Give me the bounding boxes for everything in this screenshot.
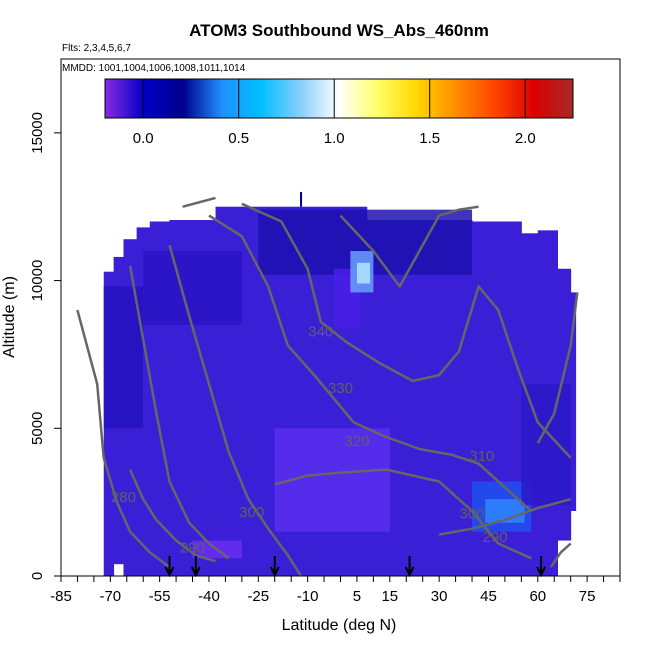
- x-tick-label: 45: [480, 588, 497, 605]
- x-tick-label: 15: [381, 588, 398, 605]
- x-tick-label: -70: [99, 588, 121, 605]
- contour-line: [168, 244, 303, 577]
- colorbar-ticks: 0.0 0.5 1.0 1.5 2.0: [133, 79, 536, 147]
- x-tick-label: 30: [431, 588, 448, 605]
- x-tick-label: -10: [297, 588, 319, 605]
- field-patch: [103, 286, 144, 429]
- contour-label: 290: [483, 529, 508, 546]
- x-axis: -85 -70 -55 -40 -25 -10 5 15 30 45 60 75: [50, 575, 621, 605]
- y-tick-label: 10000: [29, 260, 46, 302]
- contour-line: [128, 469, 216, 563]
- field-patch: [521, 383, 571, 506]
- contour-label: 280: [111, 489, 136, 506]
- field-patch: [143, 251, 242, 325]
- contour-line: [76, 309, 171, 569]
- contour-label: 290: [180, 539, 205, 556]
- x-tick-label: -40: [198, 588, 220, 605]
- dates-label: MMDD: 1001,1004,1006,1008,1011,1014: [62, 63, 246, 74]
- contour-line: [549, 542, 572, 568]
- x-tick-label: -25: [247, 588, 269, 605]
- x-axis-label: Latitude (deg N): [282, 617, 397, 634]
- contour-line: [128, 265, 230, 560]
- colorbar-tick-label: 1.5: [419, 130, 440, 147]
- field-column: [570, 292, 577, 512]
- contour-labels: 340 330 320 310 300 300 290 290 280: [111, 324, 508, 557]
- contour-label: 320: [344, 433, 369, 450]
- contour-line: [241, 202, 572, 459]
- x-tick-label: 5: [353, 588, 361, 605]
- y-axis-label: Altitude (m): [1, 276, 18, 358]
- contour-label: 330: [328, 380, 353, 397]
- y-tick-label: 15000: [29, 112, 46, 154]
- y-tick-label: 0: [29, 572, 46, 580]
- flights-label: Flts: 2,3,4,5,6,7: [62, 43, 131, 54]
- profile-arrow: [190, 556, 201, 578]
- contour-line: [274, 468, 532, 560]
- contour-line: [182, 196, 216, 208]
- profile-arrow: [404, 556, 415, 578]
- contour-label: 300: [460, 505, 485, 522]
- colorbar-tick-label: 0.5: [228, 130, 249, 147]
- profile-arrows: [164, 191, 546, 578]
- profile-arrow: [269, 556, 280, 578]
- colorbar-tick-label: 1.0: [324, 130, 345, 147]
- colorbar-tick-label: 0.0: [133, 130, 154, 147]
- contour-label: 340: [308, 324, 333, 341]
- chart-title: ATOM3 Southbound WS_Abs_460nm: [189, 21, 489, 40]
- colorbar-tick-label: 2.0: [515, 130, 536, 147]
- x-tick-label: -55: [149, 588, 171, 605]
- contour-label: 310: [469, 448, 494, 465]
- field-patch: [356, 262, 371, 284]
- x-tick-label: -85: [50, 588, 72, 605]
- y-tick-label: 5000: [29, 412, 46, 445]
- contour-lines: [76, 196, 579, 577]
- profile-arrow: [536, 556, 546, 578]
- colorbar: [104, 78, 574, 119]
- contour-label: 300: [239, 504, 264, 521]
- x-tick-label: 75: [579, 588, 596, 605]
- x-tick-label: 60: [529, 588, 546, 605]
- contour-line: [339, 205, 479, 288]
- contour-line: [438, 497, 572, 536]
- contour-line: [536, 292, 579, 444]
- contour-line: [208, 214, 533, 512]
- y-axis: 0 5000 10000 15000: [29, 112, 61, 580]
- profile-arrow: [164, 556, 175, 578]
